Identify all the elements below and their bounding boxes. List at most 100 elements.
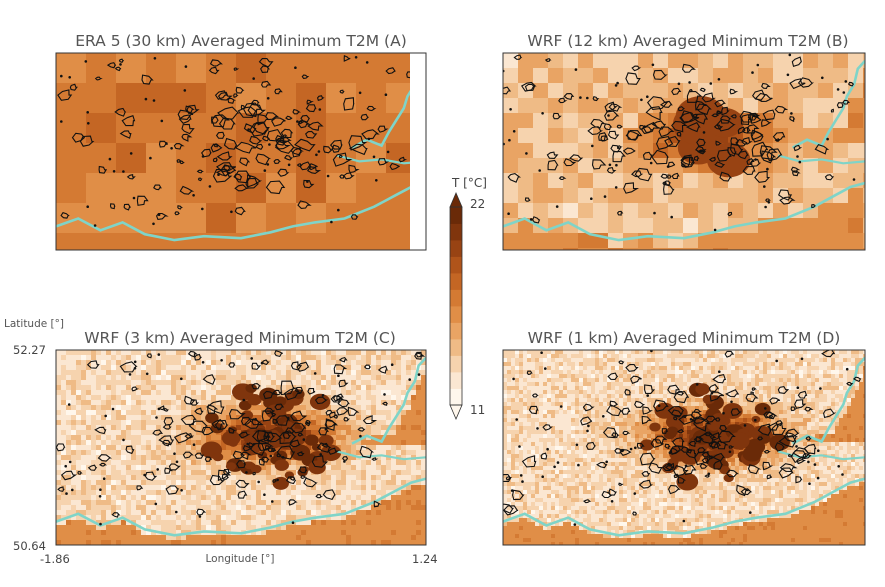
urban-contour xyxy=(333,364,348,375)
temperature-cell xyxy=(146,350,152,356)
temperature-cell xyxy=(91,455,97,461)
temperature-cell xyxy=(515,442,520,447)
temperature-cell xyxy=(416,465,422,471)
temperature-cell xyxy=(579,442,584,447)
temperature-cell xyxy=(336,530,342,536)
temperature-cell xyxy=(186,495,192,501)
temperature-cell xyxy=(91,480,97,486)
temperature-cell xyxy=(571,394,576,399)
temperature-cell xyxy=(346,480,352,486)
temperature-cell xyxy=(176,385,182,391)
temperature-cell xyxy=(86,515,92,521)
temperature-cell xyxy=(181,370,187,376)
temperature-cell xyxy=(381,380,387,386)
temperature-cell xyxy=(91,400,97,406)
urban-contour xyxy=(162,423,172,430)
temperature-cell xyxy=(543,486,548,491)
temperature-cell xyxy=(503,203,519,219)
temperature-cell xyxy=(61,480,67,486)
temperature-cell xyxy=(161,370,167,376)
temperature-cell xyxy=(507,466,512,471)
temperature-cell xyxy=(181,400,187,406)
temperature-cell xyxy=(547,498,552,503)
temperature-cell xyxy=(221,525,227,531)
urban-contour xyxy=(336,407,350,416)
urban-contour xyxy=(727,147,737,157)
temperature-cell xyxy=(503,98,519,114)
temperature-cell xyxy=(81,400,87,406)
temperature-cell xyxy=(551,398,556,403)
temperature-cell xyxy=(623,113,639,129)
temperature-cell xyxy=(421,430,426,436)
temperature-cell xyxy=(241,535,247,541)
temperature-cell xyxy=(171,540,177,545)
temperature-cell xyxy=(575,450,580,455)
temperature-cell xyxy=(396,415,402,421)
temperature-cell xyxy=(296,510,302,516)
temperature-cell xyxy=(301,520,307,526)
urban-contour-dot xyxy=(842,91,846,94)
temperature-cell xyxy=(216,520,222,526)
temperature-cell xyxy=(406,520,412,526)
temperature-cell xyxy=(371,440,377,446)
temperature-cell xyxy=(567,434,572,439)
temperature-cell xyxy=(391,400,397,406)
urban-contour xyxy=(325,409,333,416)
temperature-cell xyxy=(111,535,117,541)
temperature-cell xyxy=(81,460,87,466)
temperature-cell xyxy=(416,355,422,361)
temperature-cell xyxy=(361,370,367,376)
temperature-cell xyxy=(575,394,580,399)
temperature-cell xyxy=(246,380,252,386)
temperature-cell xyxy=(281,505,287,511)
temperature-cell xyxy=(623,158,639,174)
temperature-cell xyxy=(136,490,142,496)
temperature-cell xyxy=(511,534,516,539)
temperature-cell xyxy=(386,375,392,381)
urban-contour xyxy=(362,415,378,425)
urban-contour xyxy=(339,89,345,94)
temperature-cell xyxy=(61,520,67,526)
temperature-cell xyxy=(196,430,202,436)
urban-contour xyxy=(343,54,351,62)
temperature-cell xyxy=(331,370,337,376)
temperature-cell xyxy=(291,505,297,511)
urban-contour xyxy=(152,429,164,436)
temperature-cell xyxy=(547,386,552,391)
temperature-cell xyxy=(391,375,397,381)
temperature-cell xyxy=(196,480,202,486)
temperature-cell xyxy=(361,465,367,471)
temperature-cell xyxy=(356,510,362,516)
temperature-cell xyxy=(571,494,576,499)
temperature-cell xyxy=(563,438,568,443)
temperature-cell xyxy=(321,530,327,536)
temperature-cell xyxy=(301,420,307,426)
temperature-cell xyxy=(221,495,227,501)
temperature-cell xyxy=(246,500,252,506)
temperature-cell xyxy=(507,394,512,399)
temperature-cell xyxy=(96,505,102,511)
temperature-cell xyxy=(567,506,572,511)
temperature-cell xyxy=(623,218,639,234)
temperature-cell xyxy=(81,485,87,491)
temperature-cell xyxy=(226,375,232,381)
temperature-cell xyxy=(531,510,536,515)
temperature-cell xyxy=(563,410,568,415)
temperature-cell xyxy=(623,203,639,219)
temperature-cell xyxy=(221,410,227,416)
temperature-cell xyxy=(221,455,227,461)
temperature-cell xyxy=(668,233,684,249)
temperature-cell xyxy=(341,470,347,476)
temperature-cell xyxy=(567,490,572,495)
urban-contour xyxy=(318,427,329,436)
temperature-cell xyxy=(563,498,568,503)
temperature-cell xyxy=(563,518,568,523)
temperature-cell xyxy=(171,355,177,361)
temperature-cell xyxy=(507,490,512,495)
temperature-cell xyxy=(116,505,122,511)
temperature-cell xyxy=(306,505,312,511)
temperature-cell xyxy=(511,514,516,519)
temperature-cell xyxy=(773,53,789,69)
temperature-cell xyxy=(191,505,197,511)
temperature-cell xyxy=(511,370,516,375)
